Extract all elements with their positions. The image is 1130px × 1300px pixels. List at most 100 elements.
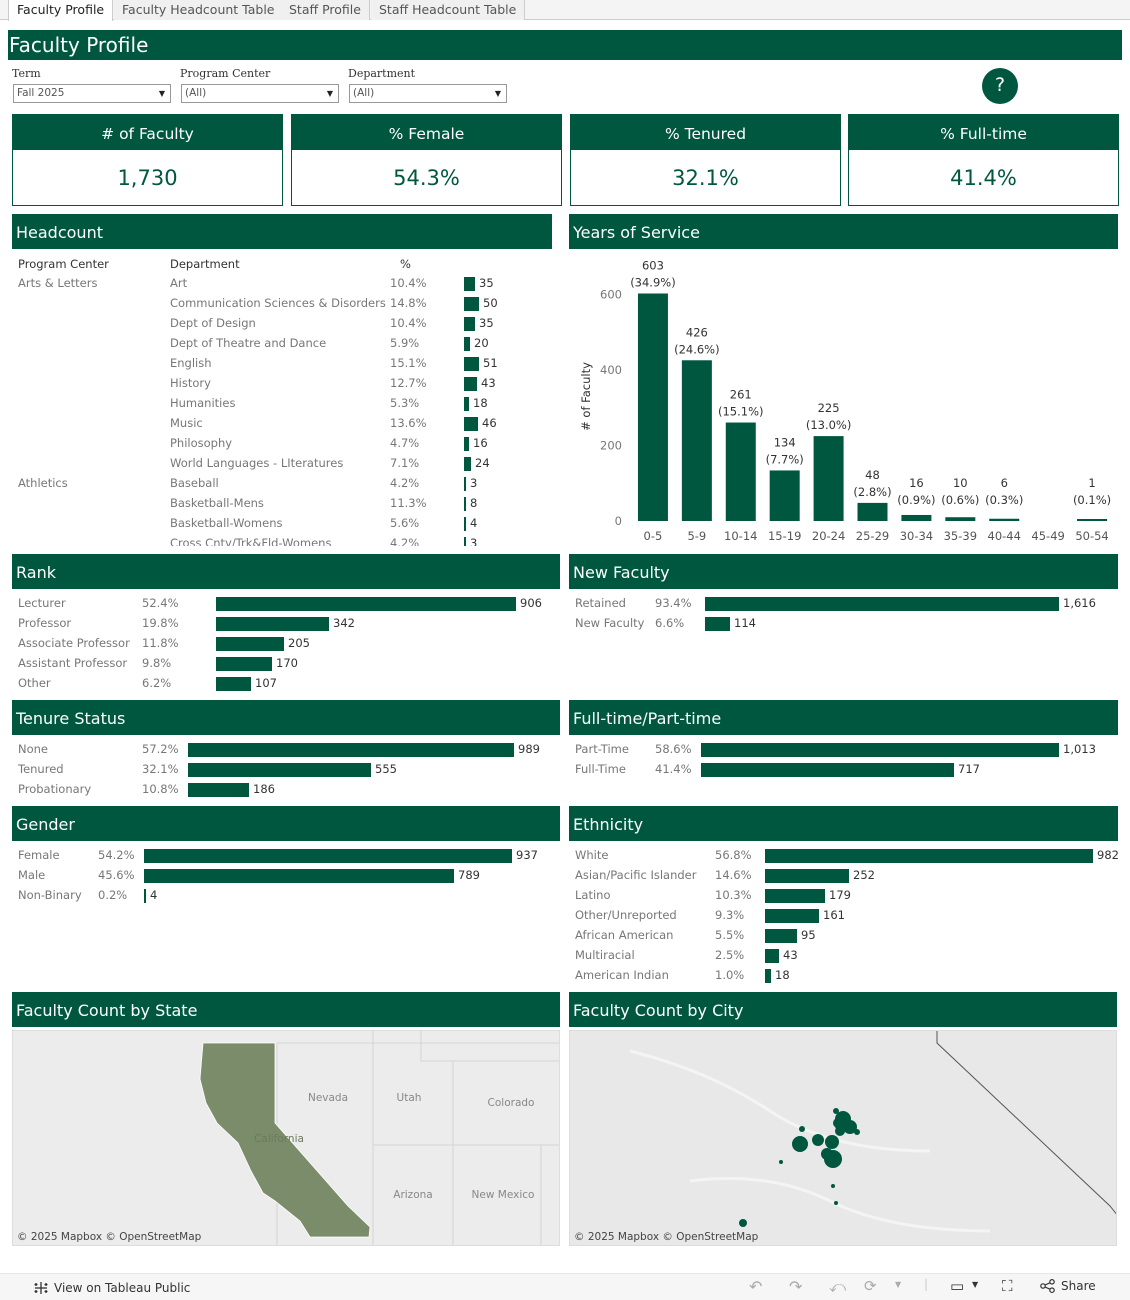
headcount-value: 43	[481, 376, 496, 390]
chevron-down-icon[interactable]: ▼	[972, 1280, 979, 1289]
yos-bar[interactable]	[989, 518, 1020, 521]
revert-icon[interactable]: ⤺	[829, 1277, 847, 1296]
city-map[interactable]: © 2025 Mapbox © OpenStreetMap	[569, 1030, 1117, 1246]
headcount-bar[interactable]	[464, 357, 479, 371]
yos-bar[interactable]	[813, 436, 844, 521]
filter-program-value: (All)	[185, 87, 207, 99]
filter-program-select[interactable]: (All) ▼	[181, 84, 339, 103]
tab-faculty-profile[interactable]: Faculty Profile	[8, 0, 114, 21]
new_faculty-bar[interactable]	[705, 617, 730, 631]
yos-bar[interactable]	[681, 360, 712, 521]
rank-bar[interactable]	[216, 617, 329, 631]
tab-faculty-headcount-table[interactable]: Faculty Headcount Table	[114, 0, 284, 20]
filter-department-label: Department	[348, 67, 416, 80]
headcount-value: 4	[470, 516, 478, 530]
yos-bar-count: 426	[686, 325, 708, 339]
ethnicity-label: American Indian	[575, 968, 669, 982]
refresh-icon[interactable]: ⟳	[864, 1277, 877, 1295]
new_faculty-bar[interactable]	[705, 597, 1059, 611]
headcount-bar[interactable]	[464, 477, 466, 491]
rank-label: Professor	[18, 616, 72, 630]
headcount-bar[interactable]	[464, 317, 475, 331]
state-border-line	[936, 1031, 1116, 1215]
ethnicity-bar[interactable]	[765, 889, 825, 903]
filter-term-select[interactable]: Fall 2025 ▼	[13, 84, 171, 103]
yos-bar-pct: (24.6%)	[674, 342, 720, 356]
headcount-bar[interactable]	[464, 277, 475, 291]
x-tick-label: 0-5	[644, 529, 663, 543]
gender-label: Female	[18, 848, 60, 862]
kpi-faculty-count: # of Faculty 1,730	[12, 114, 283, 206]
device-layout-icon[interactable]: ▭	[950, 1277, 965, 1295]
x-tick-label: 10-14	[724, 529, 757, 543]
view-on-tableau-link[interactable]: View on Tableau Public	[32, 1280, 190, 1296]
tenure-bar[interactable]	[188, 783, 249, 797]
ethnicity-bar[interactable]	[765, 849, 1093, 863]
yos-bar[interactable]	[1077, 519, 1108, 521]
fulltime-title: Full-time/Part-time	[569, 700, 1118, 735]
ethnicity-bar[interactable]	[765, 969, 771, 983]
ethnicity-pct: 56.8%	[715, 848, 752, 862]
fulltime-pct: 58.6%	[655, 742, 692, 756]
tenure-bar[interactable]	[188, 743, 514, 757]
gender-bar[interactable]	[144, 889, 146, 903]
yos-bar[interactable]	[637, 293, 668, 521]
yos-bar[interactable]	[901, 514, 932, 521]
headcount-bar[interactable]	[464, 337, 470, 351]
headcount-bar[interactable]	[464, 437, 469, 451]
headcount-bar[interactable]	[464, 457, 471, 471]
share-label: Share	[1061, 1279, 1096, 1293]
yos-bar[interactable]	[857, 502, 888, 521]
rank-bar[interactable]	[216, 597, 516, 611]
ethnicity-bar[interactable]	[765, 909, 819, 923]
ethnicity-bar[interactable]	[765, 929, 797, 943]
rank-bar[interactable]	[216, 657, 272, 671]
tenure-bar[interactable]	[188, 763, 371, 777]
tab-staff-profile[interactable]: Staff Profile	[281, 0, 370, 20]
gender-label: Non-Binary	[18, 888, 82, 902]
headcount-bar[interactable]	[464, 517, 466, 531]
map-credit[interactable]: © 2025 Mapbox © OpenStreetMap	[17, 1231, 202, 1243]
headcount-bar[interactable]	[464, 497, 466, 511]
ethnicity-bar[interactable]	[765, 869, 849, 883]
share-button[interactable]: Share	[1040, 1279, 1096, 1293]
yos-bar[interactable]	[769, 470, 800, 521]
help-button[interactable]: ?	[982, 68, 1018, 104]
x-tick-label: 30-34	[900, 529, 933, 543]
fulltime-bar[interactable]	[701, 763, 954, 777]
rank-pct: 11.8%	[142, 636, 179, 650]
ethnicity-pct: 5.5%	[715, 928, 745, 942]
tenure-pct: 32.1%	[142, 762, 179, 776]
tab-staff-headcount-table[interactable]: Staff Headcount Table	[371, 0, 526, 20]
state-map[interactable]: Nevada Utah Colorado California Arizona …	[12, 1030, 560, 1246]
yos-bar[interactable]	[945, 517, 976, 521]
map-credit[interactable]: © 2025 Mapbox © OpenStreetMap	[574, 1231, 759, 1243]
kpi-value: 32.1%	[672, 166, 739, 190]
headcount-value: 46	[482, 416, 497, 430]
ethnicity-bar[interactable]	[765, 949, 779, 963]
headcount-bar[interactable]	[464, 417, 478, 431]
headcount-bar[interactable]	[464, 537, 466, 546]
undo-icon[interactable]: ↶	[749, 1277, 763, 1296]
filter-program-label: Program Center	[180, 67, 271, 80]
ethnicity-pct: 2.5%	[715, 948, 745, 962]
yos-bar[interactable]	[725, 422, 756, 521]
x-tick-label: 15-19	[768, 529, 801, 543]
rank-bar[interactable]	[216, 637, 284, 651]
chevron-down-icon[interactable]: ▼	[895, 1280, 902, 1289]
rank-bar[interactable]	[216, 677, 251, 691]
gender-bar[interactable]	[144, 869, 454, 883]
filter-department-select[interactable]: (All) ▼	[349, 84, 507, 103]
redo-icon[interactable]: ↷	[789, 1277, 803, 1296]
yos-bar-count: 10	[953, 476, 968, 490]
headcount-bar[interactable]	[464, 297, 479, 311]
fullscreen-icon[interactable]: ⛶	[1002, 1277, 1013, 1295]
headcount-bar[interactable]	[464, 377, 477, 391]
x-tick-label: 45-49	[1031, 529, 1064, 543]
fulltime-bar[interactable]	[701, 743, 1059, 757]
ethnicity-pct: 9.3%	[715, 908, 745, 922]
share-icon	[1040, 1279, 1055, 1293]
gender-bar[interactable]	[144, 849, 512, 863]
headcount-bar[interactable]	[464, 397, 469, 411]
headcount-pct: 14.8%	[390, 296, 427, 310]
